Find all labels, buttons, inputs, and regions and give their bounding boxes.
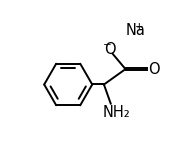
Text: O: O [104, 42, 116, 57]
Text: +: + [135, 22, 143, 32]
Text: NH₂: NH₂ [102, 105, 130, 120]
Text: Na: Na [126, 23, 145, 38]
Text: −: − [103, 40, 112, 50]
Text: O: O [149, 62, 160, 77]
